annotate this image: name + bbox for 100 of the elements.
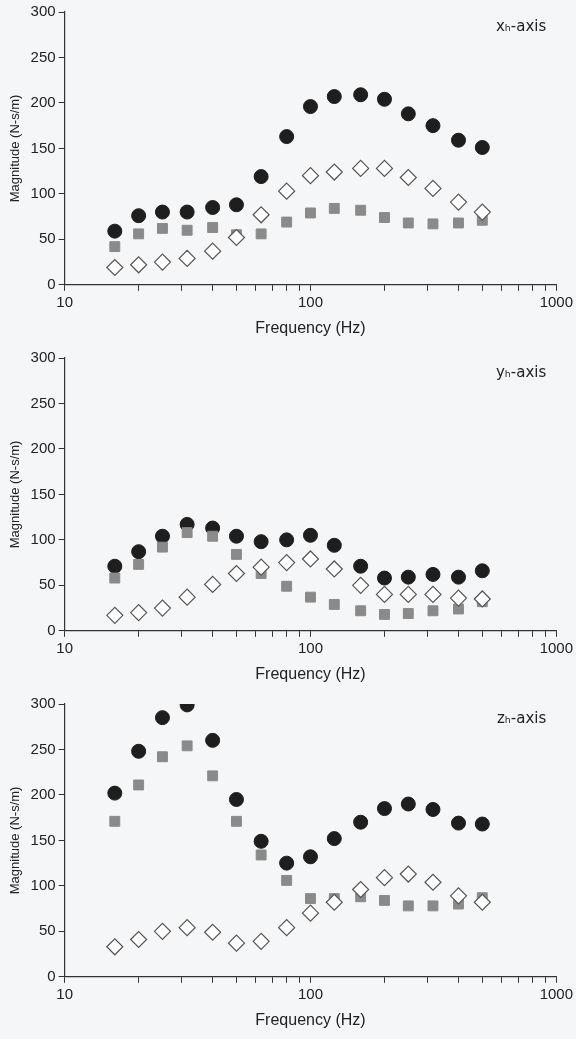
y-tick-label: 0 bbox=[47, 620, 56, 638]
point bbox=[302, 527, 318, 543]
y-tick-label: 50 bbox=[38, 229, 56, 247]
point bbox=[353, 814, 369, 830]
point bbox=[109, 241, 121, 253]
point bbox=[355, 204, 367, 216]
point bbox=[278, 919, 296, 937]
point bbox=[227, 564, 246, 583]
y-tick-label: 200 bbox=[30, 93, 56, 111]
point bbox=[424, 179, 442, 198]
x-tick-label: 100 bbox=[297, 984, 323, 1002]
point bbox=[376, 570, 392, 586]
point bbox=[279, 855, 295, 871]
point bbox=[353, 87, 369, 103]
point bbox=[449, 887, 468, 905]
y-tick-label: 50 bbox=[38, 575, 56, 593]
x-axis-title: Frequency (Hz) bbox=[255, 664, 366, 682]
point bbox=[231, 815, 242, 827]
annotation: zₕ-axis bbox=[496, 709, 547, 728]
point bbox=[425, 801, 441, 817]
point bbox=[279, 129, 295, 145]
point bbox=[301, 904, 320, 922]
x-tick-label: 100 bbox=[297, 292, 323, 310]
y-tick-label: 150 bbox=[30, 484, 56, 502]
point bbox=[473, 203, 491, 221]
x-tick-label: 10 bbox=[56, 984, 73, 1002]
point bbox=[204, 575, 222, 594]
point bbox=[181, 224, 193, 236]
point bbox=[424, 585, 442, 604]
y-axis-title: Magnitude (N-s/m) bbox=[7, 440, 23, 549]
point bbox=[305, 207, 316, 219]
y-tick-label: 100 bbox=[30, 184, 56, 202]
point bbox=[281, 216, 293, 228]
point bbox=[253, 169, 269, 185]
point bbox=[400, 569, 416, 585]
point bbox=[178, 919, 196, 937]
point bbox=[305, 893, 316, 905]
x-tick-label: 1000 bbox=[539, 984, 573, 1002]
point bbox=[153, 599, 172, 617]
point bbox=[278, 554, 296, 572]
point bbox=[352, 159, 370, 178]
y-tick-label: 100 bbox=[30, 530, 56, 548]
point bbox=[450, 569, 466, 585]
point bbox=[252, 206, 270, 224]
point bbox=[376, 91, 392, 107]
point bbox=[474, 139, 490, 155]
point bbox=[228, 791, 244, 807]
y-tick-label: 300 bbox=[30, 348, 56, 366]
y-tick-label: 100 bbox=[30, 876, 56, 894]
point bbox=[154, 204, 170, 220]
point bbox=[204, 242, 222, 260]
point bbox=[107, 223, 123, 239]
y-tick-label: 300 bbox=[30, 2, 56, 20]
annotation: yₕ-axis bbox=[495, 363, 547, 382]
point bbox=[252, 932, 270, 950]
x-tick-label: 1000 bbox=[539, 638, 573, 656]
point bbox=[379, 894, 390, 906]
y-tick-label: 150 bbox=[30, 830, 56, 848]
point bbox=[325, 163, 343, 181]
y-tick-label: 300 bbox=[30, 694, 56, 712]
point bbox=[424, 873, 442, 891]
point bbox=[253, 534, 269, 550]
point bbox=[207, 770, 219, 782]
point bbox=[325, 560, 343, 578]
point bbox=[474, 563, 490, 579]
point bbox=[131, 743, 147, 759]
point bbox=[427, 900, 439, 912]
y-tick-label: 50 bbox=[38, 921, 56, 939]
annotation: xₕ-axis bbox=[495, 17, 547, 36]
point bbox=[231, 548, 242, 560]
point bbox=[376, 801, 392, 817]
point bbox=[402, 900, 414, 912]
point bbox=[301, 550, 320, 568]
point bbox=[450, 132, 466, 148]
point bbox=[228, 197, 244, 213]
x-tick-label: 100 bbox=[297, 638, 323, 656]
point bbox=[302, 99, 318, 115]
point bbox=[473, 590, 491, 608]
point bbox=[328, 202, 340, 214]
point bbox=[130, 604, 148, 622]
y-tick-label: 0 bbox=[47, 966, 56, 984]
point bbox=[473, 893, 491, 911]
point bbox=[107, 785, 123, 801]
point bbox=[450, 815, 466, 831]
point bbox=[400, 106, 416, 122]
point bbox=[279, 532, 295, 548]
point bbox=[106, 258, 124, 277]
x-tick-label: 10 bbox=[56, 292, 73, 310]
point bbox=[204, 923, 222, 941]
point bbox=[157, 541, 168, 553]
point bbox=[178, 588, 196, 606]
x-tick-label: 10 bbox=[56, 638, 73, 656]
point bbox=[255, 228, 267, 240]
y-axis-title: Magnitude (N-s/m) bbox=[7, 786, 23, 895]
point bbox=[106, 938, 124, 956]
point bbox=[352, 576, 370, 594]
point bbox=[131, 544, 147, 560]
point bbox=[133, 228, 145, 240]
point bbox=[399, 168, 417, 187]
point bbox=[179, 204, 195, 220]
